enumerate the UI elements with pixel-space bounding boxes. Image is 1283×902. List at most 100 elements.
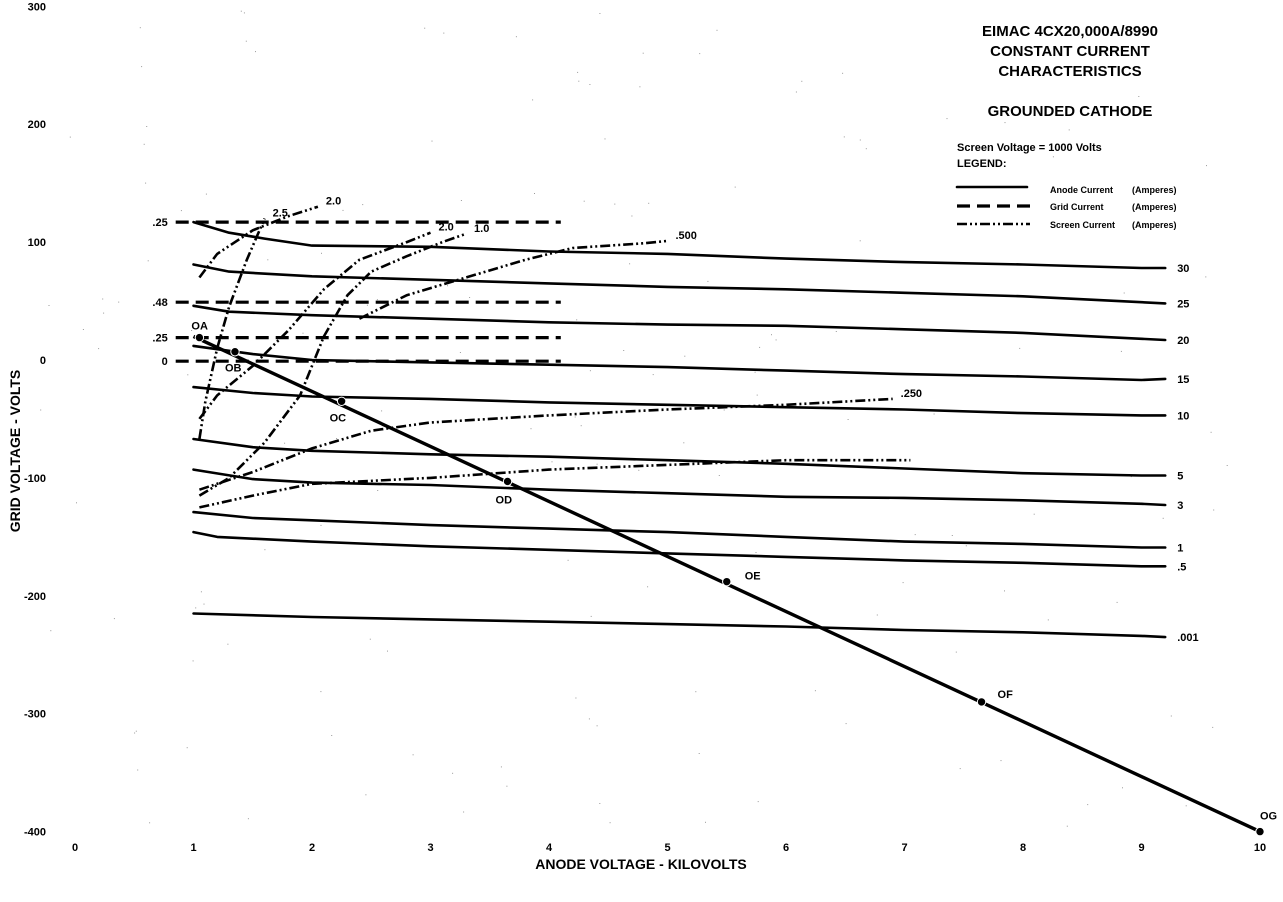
screen-current-label: 2.0 (326, 196, 341, 208)
anode-current-curve (192, 344, 1167, 382)
scan-speck (551, 461, 553, 463)
scan-speck (145, 182, 147, 184)
operating-point (336, 396, 347, 406)
scan-speck (1004, 590, 1005, 592)
scan-speck (506, 785, 508, 787)
scan-speck (759, 346, 761, 348)
screen-current-curve (358, 239, 668, 320)
operating-point-label: OG (1260, 811, 1277, 823)
operating-point-label: OC (330, 412, 347, 424)
scan-speck (718, 475, 720, 476)
scan-speck (757, 801, 759, 803)
y-tick-label: 100 (28, 237, 46, 249)
scan-speck (205, 193, 207, 195)
scan-speck (902, 582, 904, 584)
scan-speck (302, 332, 304, 334)
scan-speck (431, 140, 433, 142)
screen-current-label: .500 (676, 230, 697, 242)
anode-current-label: 30 (1177, 263, 1189, 275)
y-tick-label: -300 (24, 709, 46, 721)
x-tick-label: 9 (1138, 842, 1144, 854)
scan-speck (734, 186, 736, 188)
screen-current-label: 2.5 (273, 208, 288, 220)
scan-speck (459, 352, 461, 353)
scan-speck (463, 811, 465, 813)
legend-unit-anode: (Amperes) (1132, 185, 1177, 195)
scan-speck (139, 27, 141, 29)
scan-speck (245, 40, 247, 42)
scan-speck (684, 355, 686, 357)
scan-speck (321, 252, 322, 254)
scan-speck (589, 84, 591, 85)
scan-speck (577, 71, 579, 73)
scan-speck (102, 298, 104, 300)
scan-speck (240, 10, 242, 12)
scan-speck (195, 607, 197, 609)
chart-title-line-2: CONSTANT CURRENT (990, 43, 1150, 60)
scan-speck (580, 425, 582, 427)
chart-subtitle: GROUNDED CATHODE (988, 103, 1153, 120)
operating-point-label: OA (191, 321, 208, 333)
operating-point-label: OB (225, 363, 242, 375)
scan-speck (443, 32, 445, 34)
scan-speck (320, 691, 322, 693)
x-tick-label: 2 (309, 842, 315, 854)
grid-current-label: .25 (152, 217, 167, 229)
scan-speck (365, 794, 367, 796)
screen-current-label: .250 (901, 388, 922, 400)
scan-speck (69, 136, 71, 138)
scan-speck (1122, 787, 1123, 789)
chart-title-line-3: CHARACTERISTICS (998, 63, 1141, 80)
scan-speck (424, 27, 426, 29)
legend-title: LEGEND: (957, 158, 1007, 170)
scan-speck (604, 138, 606, 140)
scan-speck (946, 118, 948, 120)
scan-speck (534, 193, 535, 194)
screen-current-curves: 2.5 2.0 2.0 1.0 .500 .250 (198, 196, 922, 509)
scan-speck (82, 329, 84, 330)
x-tick-labels: 0 1 2 3 4 5 6 7 8 9 10 (72, 842, 1266, 854)
scan-speck (1206, 165, 1207, 167)
scan-speck (331, 735, 333, 736)
scan-speck (381, 410, 383, 412)
scan-speck (865, 148, 867, 150)
x-tick-label: 1 (190, 842, 196, 854)
grid-current-label: .25 (152, 333, 167, 345)
scan-speck (147, 260, 149, 262)
scan-speck (1162, 517, 1164, 519)
legend-unit-grid: (Amperes) (1132, 202, 1177, 212)
scan-speck (50, 630, 52, 632)
operating-point-label: OD (496, 494, 513, 506)
scan-speck (1068, 129, 1070, 131)
scan-speck (589, 370, 591, 372)
scan-speck (141, 66, 143, 68)
scan-speck (1066, 825, 1068, 827)
scan-speck (876, 614, 878, 616)
x-tick-label: 3 (427, 842, 433, 854)
scan-speck (98, 348, 100, 350)
scan-speck (336, 438, 338, 439)
anode-current-label: 20 (1177, 335, 1189, 347)
scan-speck (532, 99, 534, 101)
anode-current-curve (192, 304, 1167, 342)
scan-speck (200, 591, 202, 593)
scan-speck (596, 725, 598, 727)
scan-speck (460, 200, 462, 201)
scan-speck (694, 238, 696, 240)
x-tick-label: 0 (72, 842, 78, 854)
scan-speck (642, 52, 644, 54)
screen-voltage-note: Screen Voltage = 1000 Volts (957, 142, 1102, 154)
anode-current-curve (192, 530, 1167, 568)
scan-speck (951, 535, 953, 536)
anode-current-curves: 30 25 20 15 10 5 3 1 .5 .001 (192, 220, 1199, 644)
scan-speck (756, 394, 758, 396)
anode-current-curve (192, 612, 1167, 639)
anode-current-curve (192, 220, 1167, 270)
grid-current-label: .48 (152, 297, 167, 309)
scan-speck (629, 263, 631, 265)
screen-current-curve (198, 397, 893, 491)
scan-speck (192, 660, 194, 662)
scan-speck (113, 618, 115, 620)
scan-speck (369, 638, 371, 640)
scan-speck (588, 718, 590, 720)
